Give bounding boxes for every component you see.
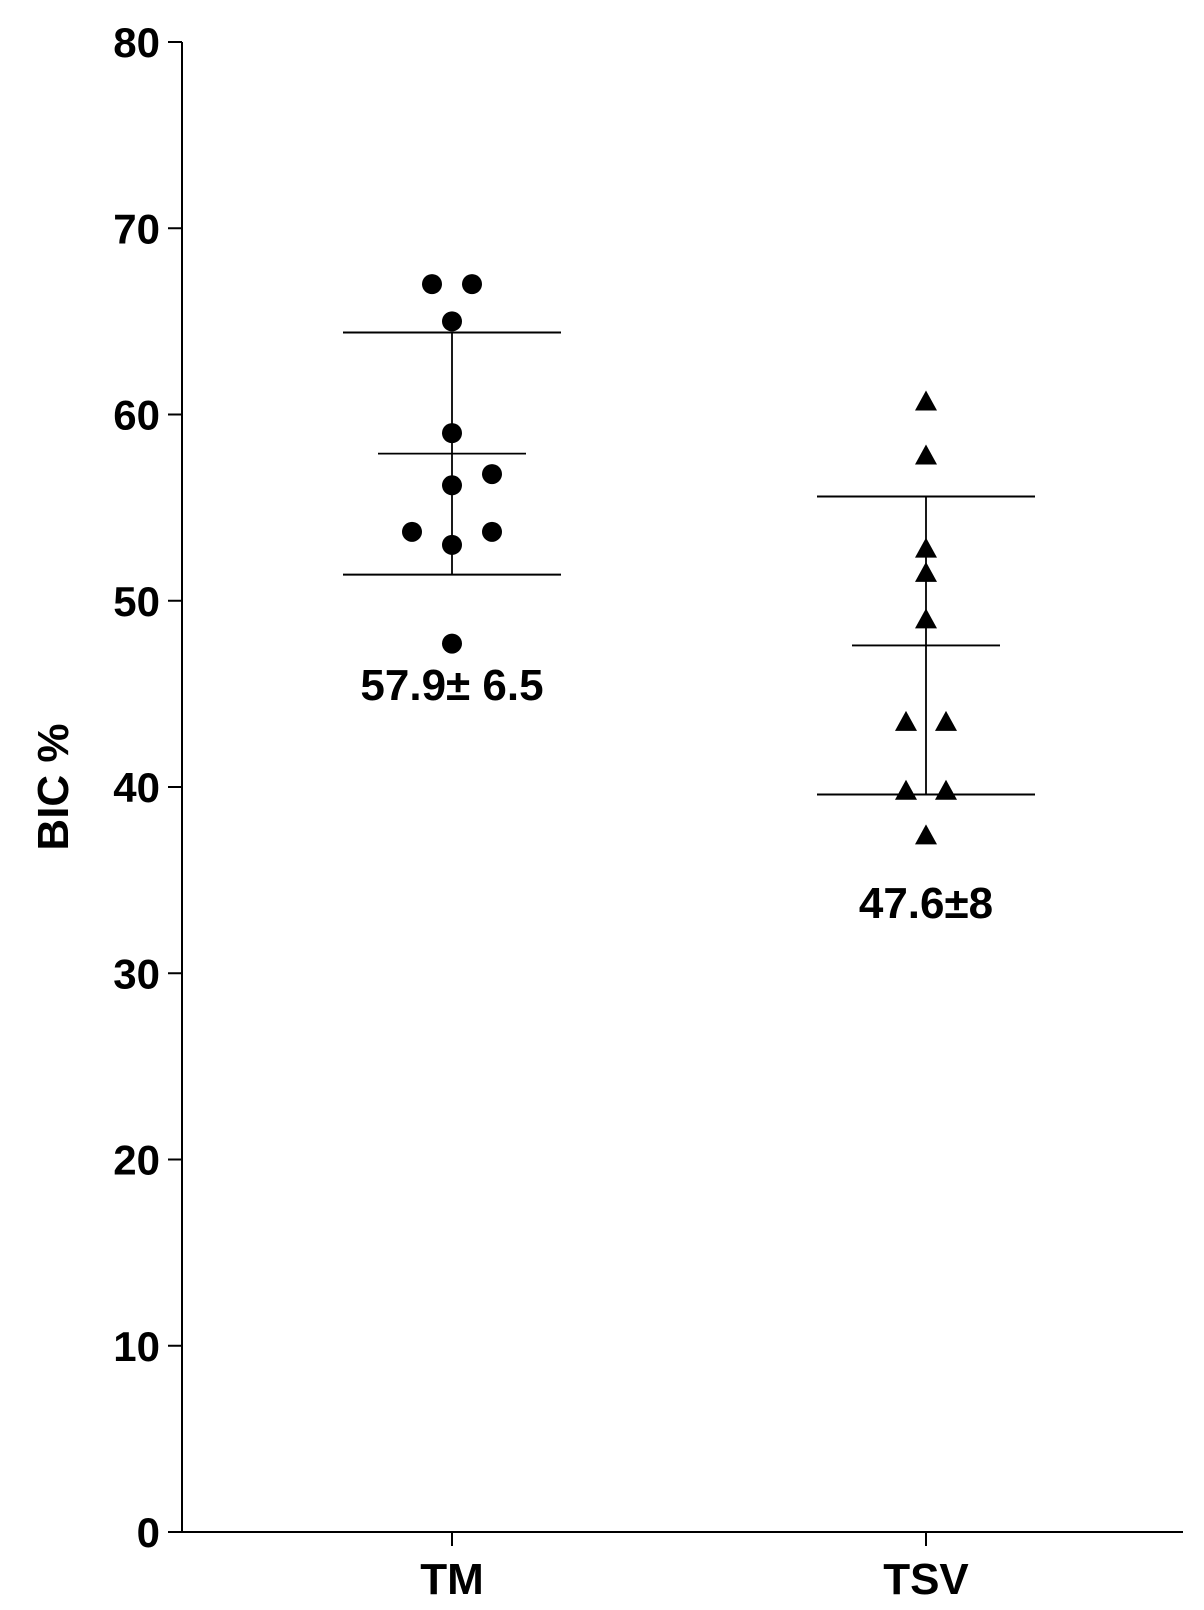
- data-point-circle: [442, 475, 462, 496]
- x-ticks: TM TSV: [420, 1532, 969, 1604]
- data-point-triangle: [915, 390, 937, 411]
- mean-sd-annotation: 57.9± 6.5: [360, 661, 543, 710]
- data-point-triangle: [935, 710, 957, 731]
- data-point-circle: [442, 534, 462, 555]
- data-point-triangle: [895, 779, 917, 800]
- series-tsv: 47.6±8: [817, 390, 1035, 928]
- x-tick-label: TSV: [883, 1555, 969, 1604]
- data-point-triangle: [915, 444, 937, 465]
- mean-sd-annotation: 47.6±8: [859, 879, 993, 928]
- y-axis: 0 10 20 30 40 50 60 70 80: [113, 19, 183, 1556]
- data-point-triangle: [915, 824, 937, 845]
- x-axis: TM TSV: [182, 1531, 1183, 1604]
- data-point-triangle: [915, 561, 937, 582]
- data-point-circle: [482, 521, 502, 542]
- y-tick-label: 60: [113, 392, 160, 439]
- data-point-triangle: [915, 608, 937, 629]
- data-point-triangle: [935, 779, 957, 800]
- data-point-circle: [442, 633, 462, 654]
- y-tick-label: 0: [137, 1509, 160, 1556]
- y-tick-label: 30: [113, 950, 160, 997]
- y-ticks: 0 10 20 30 40 50 60 70 80: [113, 19, 182, 1556]
- plot-area: 57.9± 6.5 47.6±8: [343, 274, 1035, 928]
- y-tick-label: 70: [113, 205, 160, 252]
- data-point-circle: [442, 423, 462, 444]
- x-tick-label: TM: [420, 1555, 484, 1604]
- data-point-circle: [402, 521, 422, 542]
- data-point-circle: [442, 311, 462, 332]
- data-point-triangle: [895, 710, 917, 731]
- y-tick-label: 10: [113, 1323, 160, 1370]
- y-tick-label: 50: [113, 578, 160, 625]
- y-tick-label: 20: [113, 1137, 160, 1184]
- y-tick-label: 40: [113, 764, 160, 811]
- data-point-circle: [422, 274, 442, 295]
- data-point-circle: [482, 464, 502, 485]
- data-point-circle: [462, 274, 482, 295]
- y-axis-label: BIC %: [29, 723, 78, 850]
- series-tm: 57.9± 6.5: [343, 274, 561, 710]
- data-point-triangle: [915, 537, 937, 558]
- y-tick-label: 80: [113, 19, 160, 66]
